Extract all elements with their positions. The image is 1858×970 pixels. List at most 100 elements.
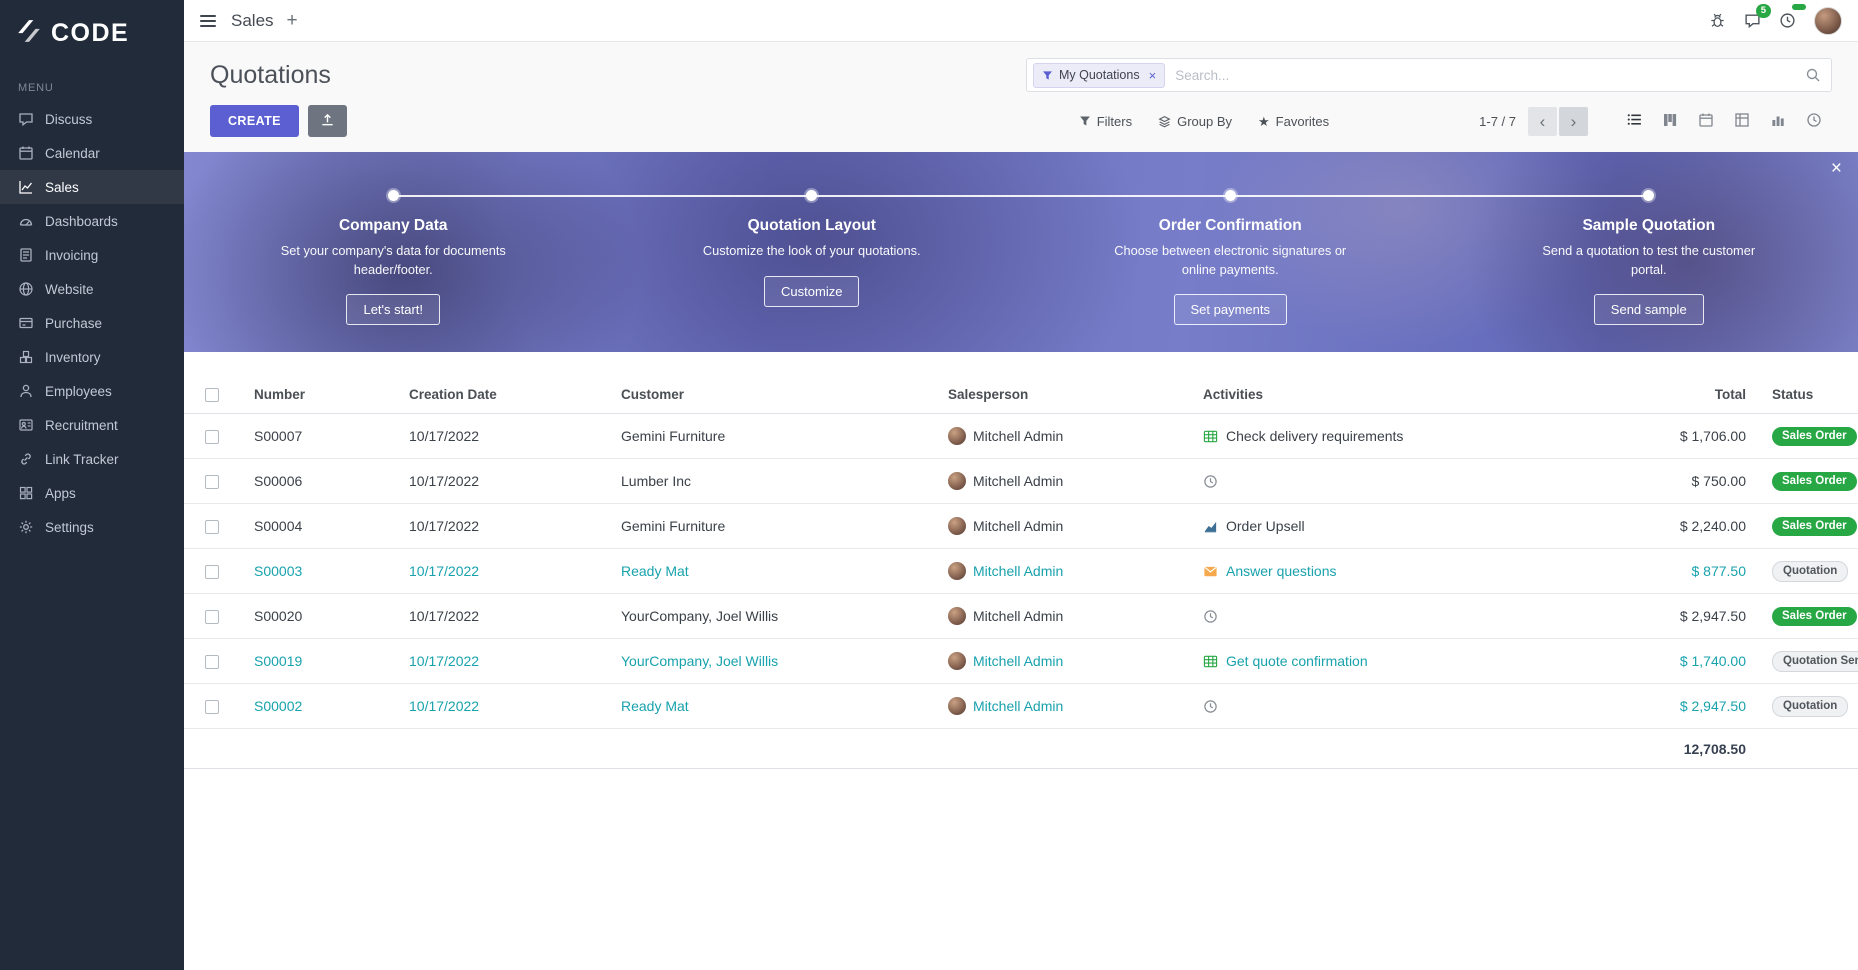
sidebar-item-purchase[interactable]: Purchase bbox=[0, 306, 184, 340]
column-header-customer[interactable]: Customer bbox=[607, 376, 934, 414]
sidebar-item-discuss[interactable]: Discuss bbox=[0, 102, 184, 136]
column-header-salesperson[interactable]: Salesperson bbox=[934, 376, 1189, 414]
clock-icon bbox=[1203, 699, 1218, 714]
table-row[interactable]: S00019 10/17/2022 YourCompany, Joel Will… bbox=[184, 638, 1858, 684]
row-checkbox[interactable] bbox=[205, 700, 219, 715]
sidebar-item-settings[interactable]: Settings bbox=[0, 510, 184, 544]
table-row[interactable]: S00007 10/17/2022 Gemini Furniture Mitch… bbox=[184, 413, 1858, 459]
table-row[interactable]: S00020 10/17/2022 YourCompany, Joel Will… bbox=[184, 593, 1858, 639]
sidebar-item-website[interactable]: Website bbox=[0, 272, 184, 306]
remove-facet-icon[interactable]: × bbox=[1148, 67, 1157, 83]
salesperson-avatar bbox=[948, 562, 966, 580]
activity-cell[interactable] bbox=[1203, 609, 1624, 624]
row-checkbox[interactable] bbox=[205, 430, 219, 445]
sidebar-item-inventory[interactable]: Inventory bbox=[0, 340, 184, 374]
activity-cell[interactable] bbox=[1203, 474, 1624, 489]
sidebar-item-employees[interactable]: Employees bbox=[0, 374, 184, 408]
progress-line bbox=[393, 195, 1649, 197]
close-banner-icon[interactable]: × bbox=[1830, 158, 1842, 179]
search-facet[interactable]: My Quotations × bbox=[1033, 62, 1166, 88]
pager-next-button[interactable]: › bbox=[1559, 106, 1588, 136]
quotation-number[interactable]: S00003 bbox=[240, 548, 395, 594]
list-view-icon bbox=[1626, 111, 1643, 131]
quotation-number[interactable]: S00006 bbox=[240, 458, 395, 504]
activity-view-button[interactable] bbox=[1796, 106, 1832, 136]
quotation-number[interactable]: S00007 bbox=[240, 413, 395, 459]
quotation-number[interactable]: S00019 bbox=[240, 638, 395, 684]
sidebar-item-label: Sales bbox=[45, 179, 79, 195]
quotation-number[interactable]: S00004 bbox=[240, 503, 395, 549]
salesperson-name: Mitchell Admin bbox=[973, 428, 1064, 444]
quotation-number[interactable]: S00002 bbox=[240, 683, 395, 729]
create-button[interactable]: CREATE bbox=[210, 105, 299, 137]
debug-icon[interactable] bbox=[1709, 12, 1726, 29]
select-all-checkbox[interactable] bbox=[205, 388, 219, 403]
row-checkbox[interactable] bbox=[205, 520, 219, 535]
messages-icon[interactable]: 5 bbox=[1744, 4, 1771, 29]
pivot-view-button[interactable] bbox=[1724, 106, 1760, 136]
table-row[interactable]: S00002 10/17/2022 Ready Mat Mitchell Adm… bbox=[184, 683, 1858, 729]
add-tab-icon[interactable]: + bbox=[286, 10, 298, 31]
topbar: Sales + 5 bbox=[184, 0, 1858, 42]
app-name[interactable]: Sales bbox=[231, 10, 274, 30]
sidebar-item-dashboards[interactable]: Dashboards bbox=[0, 204, 184, 238]
column-header-status[interactable]: Status bbox=[1748, 376, 1858, 414]
set-payments-button[interactable]: Set payments bbox=[1173, 294, 1287, 326]
sidebar-item-apps[interactable]: Apps bbox=[0, 476, 184, 510]
list-view-button[interactable] bbox=[1616, 106, 1652, 136]
sidebar-item-recruitment[interactable]: Recruitment bbox=[0, 408, 184, 442]
row-checkbox[interactable] bbox=[205, 655, 219, 670]
column-header-total[interactable]: Total bbox=[1624, 376, 1748, 414]
sidebar-item-link-tracker[interactable]: Link Tracker bbox=[0, 442, 184, 476]
brand-logo[interactable]: CODE bbox=[0, 0, 184, 66]
activity-label: Order Upsell bbox=[1226, 518, 1305, 534]
row-checkbox[interactable] bbox=[205, 475, 219, 490]
graph-view-button[interactable] bbox=[1760, 106, 1796, 136]
send-sample-button[interactable]: Send sample bbox=[1593, 294, 1704, 326]
activity-cell[interactable]: Get quote confirmation bbox=[1203, 653, 1624, 669]
row-checkbox[interactable] bbox=[205, 565, 219, 580]
funnel-icon bbox=[1079, 115, 1091, 127]
group-by-button[interactable]: Group By bbox=[1158, 110, 1232, 133]
total-amount: $ 2,947.50 bbox=[1624, 683, 1748, 729]
row-checkbox[interactable] bbox=[205, 610, 219, 625]
filters-button[interactable]: Filters bbox=[1079, 110, 1132, 133]
table-row[interactable]: S00003 10/17/2022 Ready Mat Mitchell Adm… bbox=[184, 548, 1858, 594]
upload-button[interactable] bbox=[307, 105, 347, 137]
step-dot bbox=[806, 190, 818, 201]
search-input[interactable] bbox=[1165, 67, 1805, 83]
activity-label: Check delivery requirements bbox=[1226, 428, 1404, 444]
quotation-number[interactable]: S00020 bbox=[240, 593, 395, 639]
sidebar-item-label: Inventory bbox=[45, 349, 101, 365]
column-header-number[interactable]: Number bbox=[240, 376, 395, 414]
column-header-creation-date[interactable]: Creation Date bbox=[395, 376, 607, 414]
sidebar-item-sales[interactable]: Sales bbox=[0, 170, 184, 204]
user-avatar[interactable] bbox=[1814, 6, 1842, 35]
spreadsheet-icon bbox=[1203, 654, 1218, 669]
activity-cell[interactable]: Answer questions bbox=[1203, 563, 1624, 579]
activity-cell[interactable]: Order Upsell bbox=[1203, 518, 1624, 534]
kanban-view-button[interactable] bbox=[1652, 106, 1688, 136]
table-row[interactable]: S00004 10/17/2022 Gemini Furniture Mitch… bbox=[184, 503, 1858, 549]
search-bar[interactable]: My Quotations × bbox=[1026, 58, 1832, 92]
calendar-view-button[interactable] bbox=[1688, 106, 1724, 136]
column-header-activities[interactable]: Activities bbox=[1189, 376, 1624, 414]
table-row[interactable]: S00006 10/17/2022 Lumber Inc Mitchell Ad… bbox=[184, 458, 1858, 504]
quotations-list: Number Creation Date Customer Salesperso… bbox=[184, 352, 1858, 769]
activity-cell[interactable] bbox=[1203, 699, 1624, 714]
activities-icon[interactable] bbox=[1779, 4, 1806, 29]
favorites-button[interactable]: ★ Favorites bbox=[1258, 110, 1329, 133]
layers-icon bbox=[1158, 115, 1171, 128]
creation-date: 10/17/2022 bbox=[395, 638, 607, 684]
lets-start-button[interactable]: Let's start! bbox=[346, 294, 441, 326]
link-icon bbox=[18, 451, 34, 467]
sidebar-item-calendar[interactable]: Calendar bbox=[0, 136, 184, 170]
pager-previous-button[interactable]: ‹ bbox=[1528, 106, 1557, 136]
activity-cell[interactable]: Check delivery requirements bbox=[1203, 428, 1624, 444]
sidebar-item-invoicing[interactable]: Invoicing bbox=[0, 238, 184, 272]
search-icon[interactable] bbox=[1805, 67, 1821, 83]
menu-toggle-icon[interactable] bbox=[198, 13, 218, 29]
pivot-view-icon bbox=[1734, 112, 1750, 131]
activity-view-icon bbox=[1806, 112, 1822, 131]
customize-button[interactable]: Customize bbox=[764, 275, 860, 307]
